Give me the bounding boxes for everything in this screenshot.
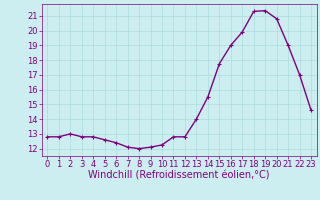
X-axis label: Windchill (Refroidissement éolien,°C): Windchill (Refroidissement éolien,°C) (88, 171, 270, 181)
